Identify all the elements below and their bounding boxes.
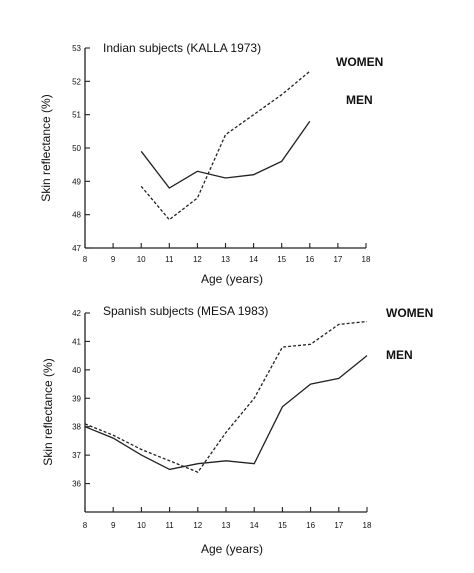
series-line-men	[84, 355, 368, 471]
x-tick-label: 12	[193, 521, 202, 530]
series-line-men	[140, 120, 311, 189]
series-label-women: WOMEN	[336, 55, 383, 69]
y-tick-label: 50	[72, 144, 81, 153]
series-line-women	[140, 70, 311, 221]
x-tick-label: 10	[137, 255, 146, 264]
y-tick-label: 49	[72, 177, 81, 186]
x-tick-label: 8	[83, 255, 88, 264]
x-tick-label: 14	[250, 521, 259, 530]
x-tick-label: 10	[137, 521, 146, 530]
x-tick-label: 12	[193, 255, 202, 264]
y-tick-label: 36	[72, 480, 81, 489]
y-tick-label: 53	[72, 44, 81, 53]
x-tick-label: 17	[334, 521, 343, 530]
chart-indian-subjects: 47 48 49 50 51 52 53 8 9 10 11 12 13 14 15 16 17 18 Indian…	[39, 41, 383, 286]
y-tick-label: 47	[72, 244, 81, 253]
y-tick-label: 40	[72, 366, 81, 375]
y-tick-label: 41	[72, 337, 81, 346]
y-tick-label: 52	[72, 77, 81, 86]
series-label-men: MEN	[386, 348, 413, 362]
x-tick-label: 8	[83, 521, 88, 530]
x-tick-label: 9	[111, 255, 116, 264]
x-tick-label: 17	[333, 255, 342, 264]
x-tick-label: 11	[165, 521, 174, 530]
y-tick-label: 38	[72, 423, 81, 432]
x-tick-label: 16	[305, 255, 314, 264]
y-axis-label: Skin reflectance (%)	[41, 358, 55, 465]
x-tick-label: 14	[249, 255, 258, 264]
series-line-women	[84, 320, 368, 473]
chart-title: Indian subjects (KALLA 1973)	[103, 41, 261, 55]
y-tick-label: 37	[72, 451, 81, 460]
x-tick-label: 18	[363, 521, 372, 530]
x-tick-label: 15	[277, 255, 286, 264]
x-tick-label: 13	[221, 255, 230, 264]
y-tick-label: 42	[72, 309, 81, 318]
y-tick-label: 51	[72, 111, 81, 120]
y-tick-label: 48	[72, 211, 81, 220]
x-tick-label: 9	[111, 521, 116, 530]
x-axis-label: Age (years)	[201, 542, 263, 556]
x-tick-label: 13	[222, 521, 231, 530]
x-tick-label: 15	[278, 521, 287, 530]
x-tick-label: 16	[306, 521, 315, 530]
x-tick-label: 18	[362, 255, 371, 264]
x-tick-label: 11	[165, 255, 174, 264]
chart-spanish-subjects: 36 37 38 39 40 41 42 8 9 10 11 12 13 14 15 16 17 18 Spanis…	[41, 304, 433, 556]
y-tick-label: 39	[72, 394, 81, 403]
y-axis-label: Skin reflectance (%)	[39, 94, 53, 201]
chart-title: Spanish subjects (MESA 1983)	[103, 304, 268, 318]
x-axis-label: Age (years)	[201, 272, 263, 286]
series-label-women: WOMEN	[386, 306, 433, 320]
series-label-men: MEN	[346, 93, 373, 107]
